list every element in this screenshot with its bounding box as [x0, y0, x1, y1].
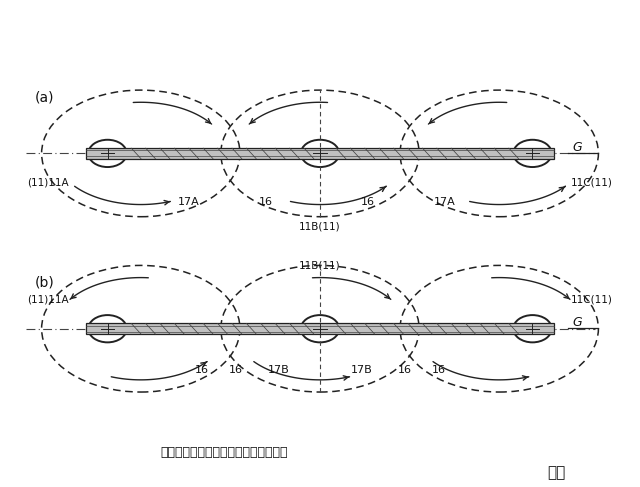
Bar	[86, 323, 554, 334]
Text: 矢印は貫入時の回転方向（排土回転）: 矢印は貫入時の回転方向（排土回転）	[160, 447, 288, 459]
Text: 17A: 17A	[178, 197, 200, 207]
Text: (11)11A: (11)11A	[27, 295, 69, 304]
Ellipse shape	[513, 140, 552, 167]
Text: 16: 16	[195, 365, 209, 375]
Text: 16: 16	[397, 365, 412, 375]
Text: 16: 16	[259, 197, 273, 207]
Ellipse shape	[88, 315, 127, 342]
Text: 16: 16	[361, 197, 375, 207]
Text: (b): (b)	[35, 276, 54, 289]
Ellipse shape	[513, 315, 552, 342]
Ellipse shape	[301, 140, 339, 167]
Text: 11C(11): 11C(11)	[571, 295, 613, 304]
Text: 11C(11): 11C(11)	[571, 178, 613, 187]
Text: 16: 16	[431, 365, 445, 375]
Bar	[86, 148, 554, 159]
Text: 11B(11): 11B(11)	[299, 222, 341, 231]
Text: 17A: 17A	[434, 197, 456, 207]
Ellipse shape	[88, 140, 127, 167]
Text: (a): (a)	[35, 91, 54, 104]
Text: (11)11A: (11)11A	[27, 178, 69, 187]
Ellipse shape	[301, 315, 339, 342]
Text: 16: 16	[228, 365, 243, 375]
Text: 17B: 17B	[268, 365, 289, 375]
Text: 17B: 17B	[351, 365, 372, 375]
Text: 11B(11): 11B(11)	[299, 261, 341, 270]
Text: 围４: 围４	[548, 465, 566, 480]
Text: G: G	[573, 316, 582, 329]
Text: G: G	[573, 141, 582, 154]
